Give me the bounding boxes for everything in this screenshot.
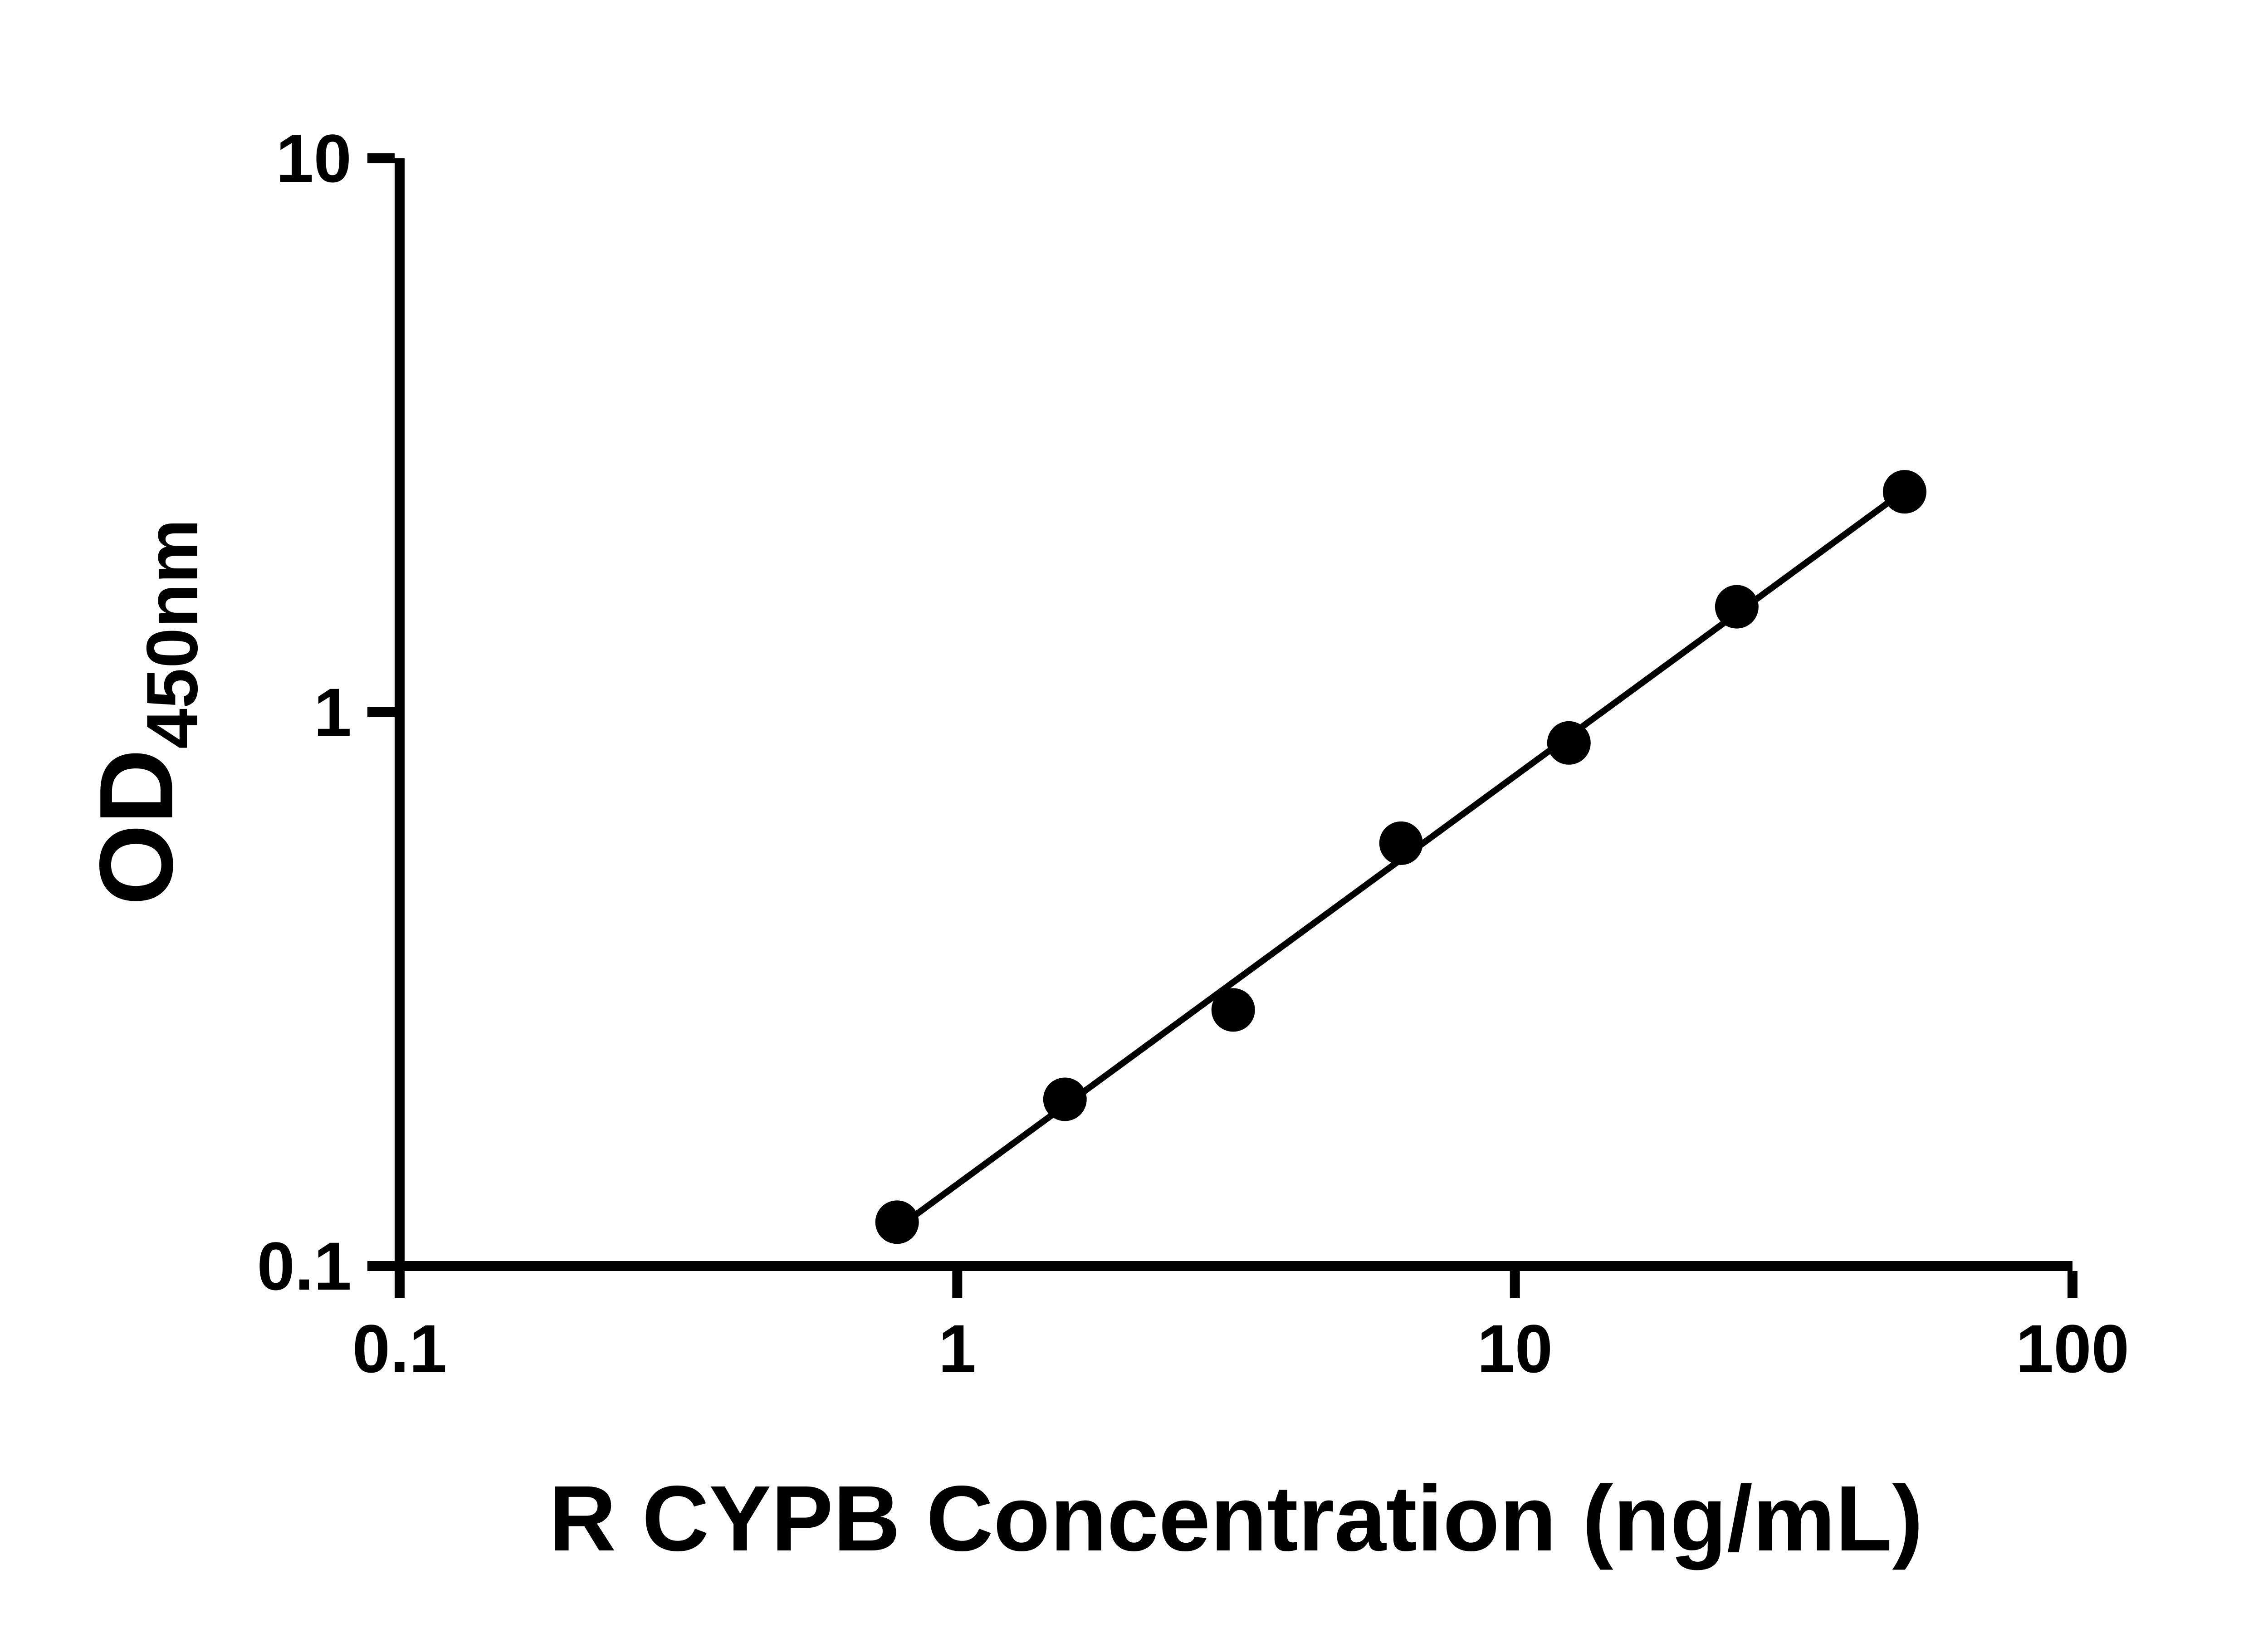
y-axis-title-sub: 450nm (131, 519, 213, 749)
x-tick-label: 100 (2016, 1310, 2129, 1387)
x-tick-label: 1 (938, 1310, 976, 1387)
data-point (1715, 585, 1759, 629)
x-axis-title: R CYPB Concentration (ng/mL) (549, 1467, 1923, 1570)
data-point (1547, 721, 1591, 765)
x-tick-label: 0.1 (352, 1310, 447, 1387)
data-point (1211, 988, 1255, 1032)
y-tick-label: 1 (314, 674, 352, 750)
data-point (875, 1200, 919, 1244)
y-tick-label: 10 (276, 120, 352, 196)
data-point (1882, 470, 1926, 514)
x-tick-label: 10 (1477, 1310, 1553, 1387)
y-axis-title-main: OD (78, 748, 195, 905)
data-point (1379, 821, 1423, 865)
y-axis-title: OD450nm (76, 519, 213, 905)
data-point (1043, 1077, 1087, 1121)
y-tick-label: 0.1 (257, 1228, 352, 1304)
